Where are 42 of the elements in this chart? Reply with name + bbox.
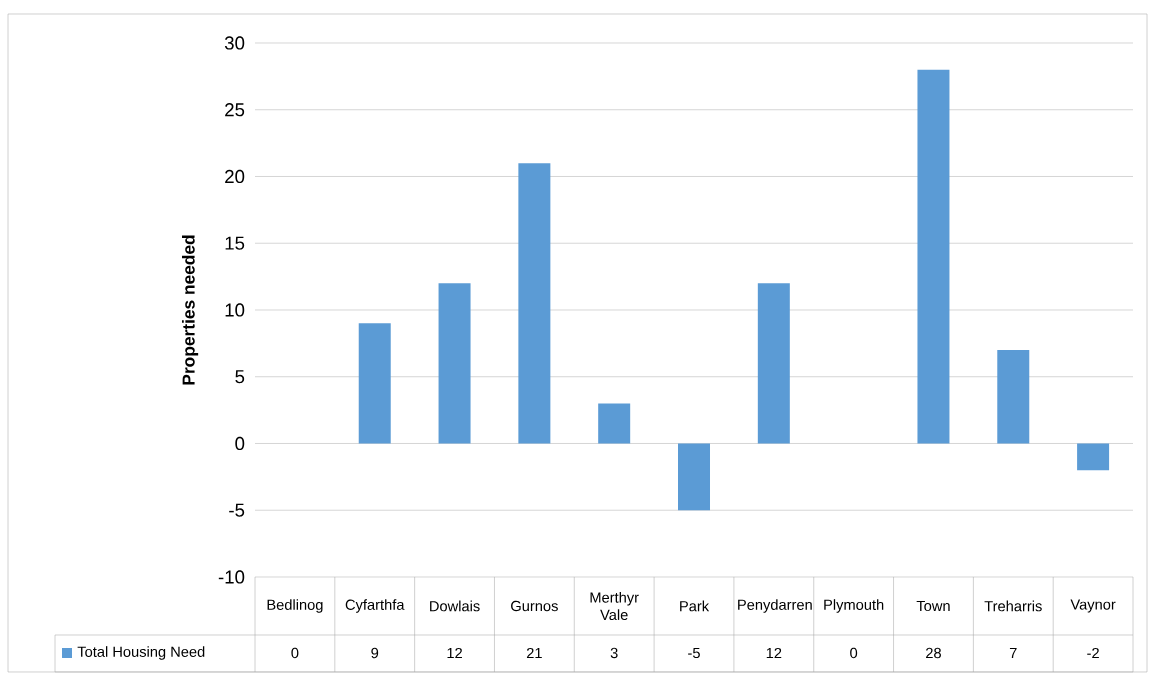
- x-tick-label: Penydarren: [738, 599, 812, 613]
- y-tick-label: 0: [235, 436, 245, 451]
- x-tick-label: Merthyr Vale: [590, 591, 639, 621]
- data-label: -2: [1087, 647, 1099, 659]
- x-tick-label: Dowlais: [430, 600, 480, 612]
- bar: [598, 403, 631, 444]
- y-tick-label: 5: [235, 370, 245, 384]
- data-label: 0: [291, 647, 299, 659]
- legend-label: Total Housing Need: [77, 646, 205, 660]
- data-label: 9: [371, 647, 379, 659]
- bar: [1077, 443, 1110, 471]
- x-tick-label: Plymouth: [824, 599, 884, 613]
- y-axis-title: Properties needed: [182, 235, 199, 385]
- x-tick-label: Bedlinog: [267, 599, 323, 613]
- data-label: -5: [688, 647, 700, 659]
- bar: [438, 283, 471, 444]
- y-tick-label: -10: [218, 570, 245, 584]
- y-tick-label: 15: [225, 236, 245, 250]
- data-label: 3: [610, 647, 618, 659]
- bar: [757, 283, 790, 444]
- bar: [518, 163, 551, 444]
- bar: [678, 443, 710, 511]
- x-tick-label: Park: [680, 600, 710, 612]
- data-label: 12: [766, 647, 782, 659]
- bar: [358, 323, 391, 444]
- y-tick-label: 25: [225, 103, 245, 117]
- bar: [917, 69, 950, 444]
- bar: [997, 350, 1030, 444]
- data-label: 12: [447, 647, 462, 659]
- y-tick-label: -5: [229, 503, 245, 517]
- x-tick-label: Cyfarthfa: [345, 599, 405, 613]
- y-tick-label: 20: [225, 169, 245, 184]
- data-label: 21: [526, 647, 542, 659]
- x-tick-label: Treharris: [984, 600, 1042, 612]
- x-tick-label: Vaynor: [1070, 599, 1116, 613]
- y-tick-label: 30: [224, 36, 245, 50]
- x-tick-label: Gurnos: [511, 600, 558, 612]
- x-tick-label: Town: [916, 600, 950, 612]
- data-label: 0: [850, 647, 858, 659]
- data-label: 7: [1009, 647, 1017, 659]
- data-label: 28: [926, 647, 941, 659]
- y-tick-label: 10: [225, 303, 245, 317]
